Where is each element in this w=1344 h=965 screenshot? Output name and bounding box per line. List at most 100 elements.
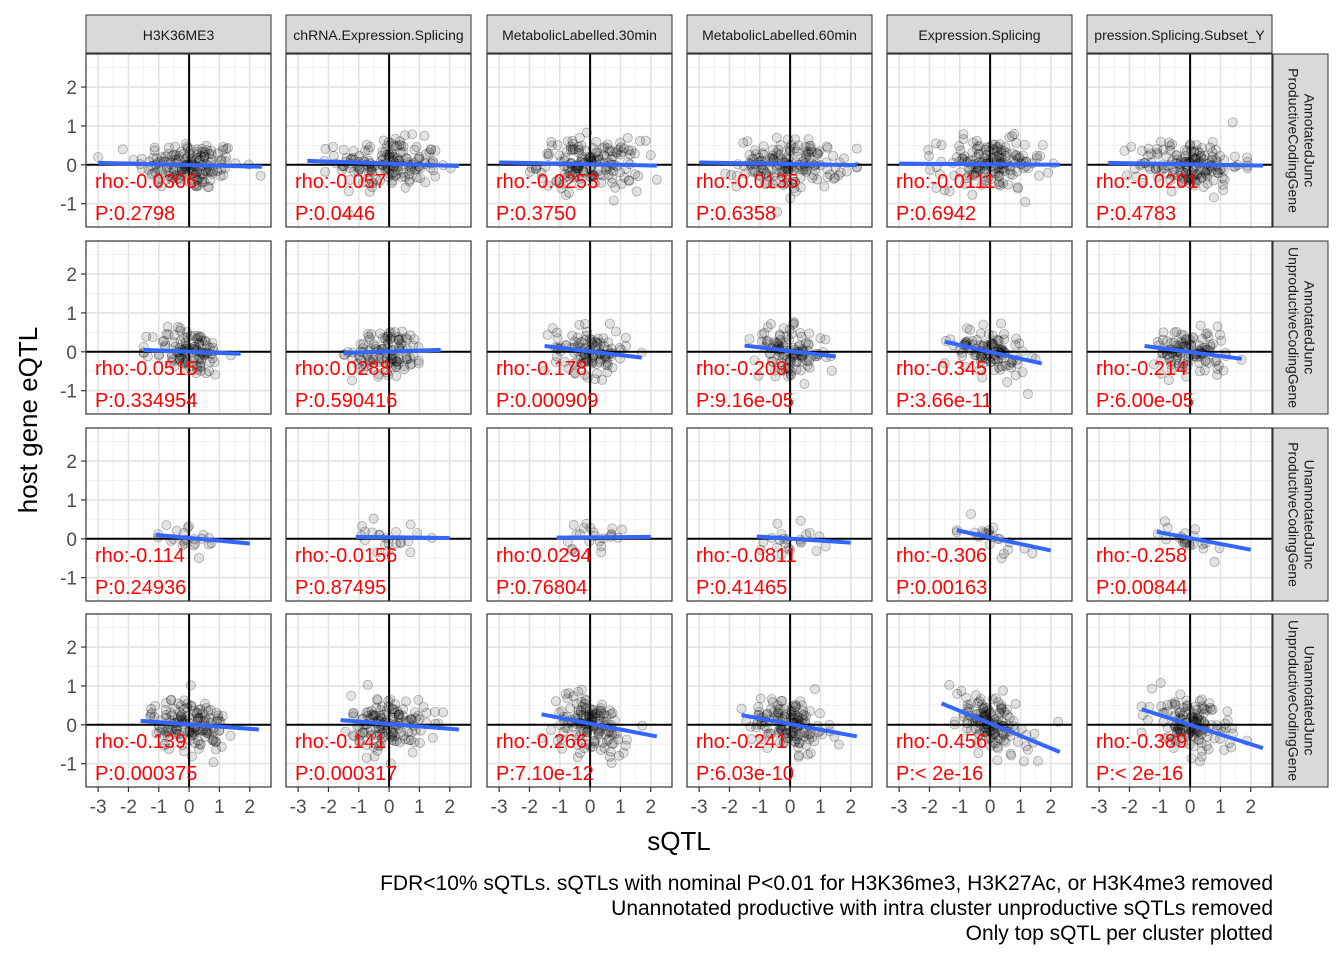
panel-border (1086, 613, 1273, 788)
data-point (194, 739, 205, 750)
data-point (745, 721, 756, 732)
data-point (1192, 169, 1203, 180)
x-tick-label: -1 (751, 797, 768, 818)
data-point (178, 704, 189, 715)
regression-line (944, 339, 1043, 366)
data-point (574, 338, 585, 349)
data-point (571, 357, 582, 368)
data-point (567, 543, 578, 554)
data-point (749, 355, 760, 366)
data-point (1175, 707, 1186, 718)
data-point (387, 353, 398, 364)
data-point (1022, 744, 1033, 755)
data-point (1142, 715, 1153, 726)
data-point (182, 522, 193, 533)
rho-label: rho:0.0288 (295, 358, 391, 380)
data-point (586, 334, 597, 345)
data-point (939, 358, 950, 369)
panel-plot-area (487, 428, 672, 601)
data-point (199, 152, 210, 163)
data-point (182, 143, 193, 154)
panel-background (1087, 428, 1272, 601)
x-axis-col-1: -3 -2 -1 0 1 2 (90, 787, 255, 818)
data-point (820, 541, 831, 552)
data-point (1176, 728, 1187, 739)
data-point (974, 729, 985, 740)
data-point (1193, 735, 1204, 746)
data-point (651, 174, 662, 185)
data-point (1000, 142, 1011, 153)
data-point (558, 178, 569, 189)
data-point (1186, 167, 1197, 178)
data-point (607, 739, 618, 750)
data-point (785, 193, 796, 204)
p-value-label: P:< 2e-16 (1096, 763, 1183, 785)
data-point (1158, 144, 1169, 155)
data-point (994, 170, 1005, 181)
data-point (765, 728, 776, 739)
data-point (594, 169, 605, 180)
data-point (166, 174, 177, 185)
regression-line (1144, 343, 1242, 361)
data-point (186, 751, 197, 762)
data-point (993, 150, 1004, 161)
data-point (150, 700, 161, 711)
panel-background (487, 428, 672, 601)
data-point (587, 711, 598, 722)
data-point (970, 723, 981, 734)
data-point (392, 706, 403, 717)
data-point (225, 730, 236, 741)
facet-grid: H3K36ME3 chRNA.Expression.Splicing Metabol… (85, 14, 1329, 788)
data-point (1031, 150, 1042, 161)
data-point (796, 331, 807, 342)
data-point (344, 174, 355, 185)
column-strip-bg (486, 14, 673, 54)
data-point (959, 151, 970, 162)
panel-plot-area (86, 428, 271, 601)
data-point (1215, 329, 1226, 340)
data-point (361, 752, 372, 763)
data-point (996, 361, 1007, 372)
data-point (1174, 724, 1185, 735)
data-point (606, 708, 617, 719)
data-point (591, 359, 602, 370)
data-point (999, 334, 1010, 345)
data-point (189, 353, 200, 364)
data-point (207, 168, 218, 179)
data-point (1016, 724, 1027, 735)
data-point (833, 739, 844, 750)
data-point (1191, 169, 1202, 180)
data-point (405, 352, 416, 363)
data-point (177, 540, 188, 551)
data-point (1126, 141, 1137, 152)
data-point (574, 180, 585, 191)
data-point (363, 706, 374, 717)
data-point (1229, 151, 1240, 162)
data-point (205, 175, 216, 186)
data-point (965, 698, 976, 709)
p-value-label: P:0.590416 (295, 390, 397, 412)
data-point (1194, 756, 1205, 767)
data-point (991, 151, 1002, 162)
data-point (391, 371, 402, 382)
data-point (161, 520, 172, 531)
data-point (985, 356, 996, 367)
data-point (1188, 146, 1199, 157)
data-point (574, 319, 585, 330)
data-point (387, 729, 398, 740)
panel-plot-area (687, 241, 872, 414)
data-point (154, 174, 165, 185)
data-point (789, 731, 800, 742)
data-point (982, 702, 993, 713)
data-point (986, 173, 997, 184)
data-point (382, 335, 393, 346)
data-point (772, 518, 783, 529)
data-point (974, 696, 985, 707)
data-point (194, 339, 205, 350)
x-tick-label: 1 (1215, 797, 1226, 818)
data-point (559, 172, 570, 183)
data-point (320, 166, 331, 177)
data-point (192, 175, 203, 186)
